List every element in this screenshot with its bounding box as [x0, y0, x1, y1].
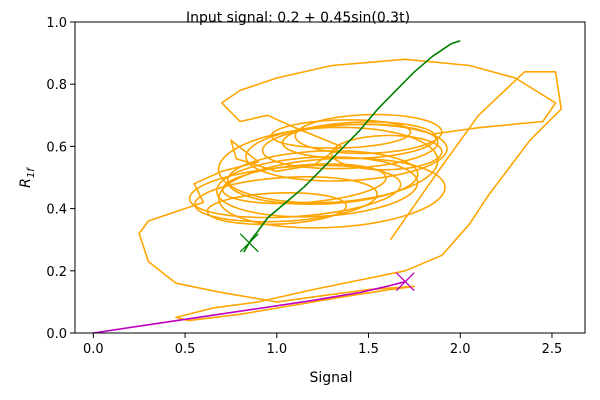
x-tick-label: 0.5	[175, 342, 196, 357]
x-axis-title: Signal	[309, 370, 352, 386]
series-1-loop-8	[245, 123, 448, 182]
series-2-line	[243, 39, 461, 253]
y-axis-title-main: R	[18, 178, 34, 188]
marker-x-1-stroke-b	[395, 272, 415, 292]
series-1-loop-11	[217, 126, 439, 204]
series-0-line	[138, 58, 563, 322]
y-axis-title: R1f	[18, 167, 37, 188]
y-axis-title-subscript: 1f	[26, 167, 37, 178]
y-tick-label: 0.6	[46, 140, 67, 155]
axes: 0.0 0.5 1.0 1.5 2.0 2.5 0.0 0.2 0.4 0.6 0.8 1.0	[46, 16, 586, 357]
y-tick-label: 0.4	[46, 203, 67, 218]
x-tick-label: 1.0	[266, 342, 287, 357]
y-tick-label: 0.0	[46, 327, 67, 342]
series-1-loop-13	[331, 134, 443, 171]
x-tick-label: 2.5	[542, 342, 563, 357]
series-1-loop-4	[221, 163, 387, 205]
x-tick-label: 0.0	[83, 342, 104, 357]
x-tick-label: 2.0	[450, 342, 471, 357]
series-3-line	[93, 280, 406, 334]
series-1-loop-0	[217, 157, 446, 229]
y-tick-label: 1.0	[46, 16, 67, 31]
axes-frame	[74, 21, 586, 334]
chart-title: Input signal: 0.2 + 0.45sin(0.3t)	[186, 10, 410, 26]
marker-x-0	[239, 233, 259, 253]
marker-x-1	[395, 272, 415, 292]
marker-x-0-stroke-b	[239, 233, 259, 253]
series-1-loop-9	[294, 113, 443, 155]
y-tick-label: 0.8	[46, 78, 67, 93]
y-tick-label: 0.2	[46, 265, 67, 280]
series-1-loop-12	[206, 192, 348, 226]
x-tick-label: 1.5	[358, 342, 379, 357]
series-1-loop-2	[188, 164, 402, 219]
plot-area	[93, 39, 563, 334]
